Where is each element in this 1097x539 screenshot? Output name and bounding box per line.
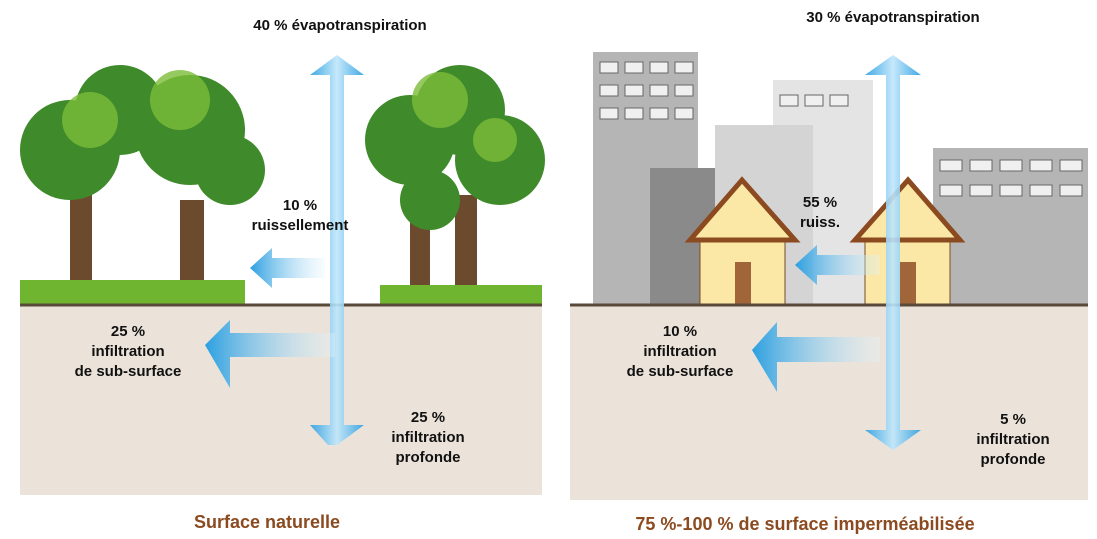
diagram: Surface naturelle 40 % évapotranspiration… xyxy=(0,0,1097,539)
panel-caption: 75 %-100 % de surface imperméabilisée xyxy=(635,514,974,534)
deep-label: 5 % xyxy=(1000,411,1026,428)
runoff-label: ruiss. xyxy=(800,214,840,231)
deep-label: profonde xyxy=(981,451,1046,468)
shallow-label: de sub-surface xyxy=(627,363,734,380)
deep-label: infiltration xyxy=(391,429,464,446)
evapotranspiration-label: 40 % évapotranspiration xyxy=(253,17,426,34)
runoff-label: 10 % xyxy=(283,197,317,214)
evapotranspiration-label: 30 % évapotranspiration xyxy=(806,9,979,26)
deep-label: 25 % xyxy=(411,409,445,426)
scenery xyxy=(20,52,1088,500)
shallow-label: 25 % xyxy=(111,323,145,340)
runoff-label: ruissellement xyxy=(252,217,349,234)
deep-label: infiltration xyxy=(976,431,1049,448)
shallow-label: infiltration xyxy=(643,343,716,360)
deep-label: profonde xyxy=(396,449,461,466)
panel-caption: Surface naturelle xyxy=(194,512,340,532)
runoff-label: 55 % xyxy=(803,194,837,211)
shallow-label: de sub-surface xyxy=(75,363,182,380)
shallow-label: infiltration xyxy=(91,343,164,360)
shallow-label: 10 % xyxy=(663,323,697,340)
